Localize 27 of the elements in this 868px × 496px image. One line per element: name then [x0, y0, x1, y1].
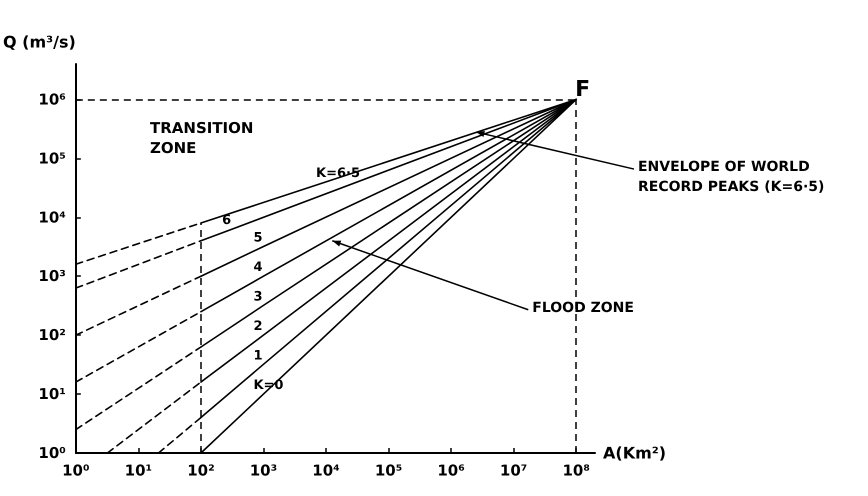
x-tick-label: 10⁰	[62, 462, 90, 480]
x-tick-label: 10⁸	[562, 462, 590, 480]
x-tick-label: 10³	[250, 462, 278, 480]
x-tick-label: 10⁴	[312, 462, 340, 480]
series-label: 1	[253, 348, 263, 364]
y-tick-label: 10²	[38, 326, 66, 344]
annotation: FLOOD ZONE	[532, 300, 634, 316]
annotation: F	[575, 76, 590, 102]
y-tick-label: 10⁴	[38, 208, 66, 226]
x-tick-label: 10⁶	[437, 462, 465, 480]
series-label: 4	[253, 260, 263, 276]
x-tick-label: 10²	[187, 462, 215, 480]
x-tick-label: 10⁵	[374, 462, 402, 480]
x-tick-label: 10⁷	[500, 462, 528, 480]
y-tick-label: 10⁶	[38, 90, 66, 108]
series-label: 3	[253, 289, 263, 304]
x-tick-label: 10¹	[124, 462, 152, 480]
annotation: ENVELOPE OF WORLD RECORD PEAKS (K=6·5)	[638, 159, 824, 196]
y-tick-label: 10³	[38, 267, 66, 286]
annotation: TRANSITION ZONE	[150, 119, 259, 157]
y-tick-label: 10⁰	[38, 444, 66, 462]
series-label: 5	[253, 230, 263, 246]
x-axis-title: A(Km²)	[603, 444, 666, 462]
y-axis-title: Q (m³/s)	[3, 32, 76, 52]
y-tick-label: 10¹	[38, 385, 66, 404]
series-label: 2	[253, 319, 263, 334]
y-tick-label: 10⁵	[38, 149, 66, 168]
